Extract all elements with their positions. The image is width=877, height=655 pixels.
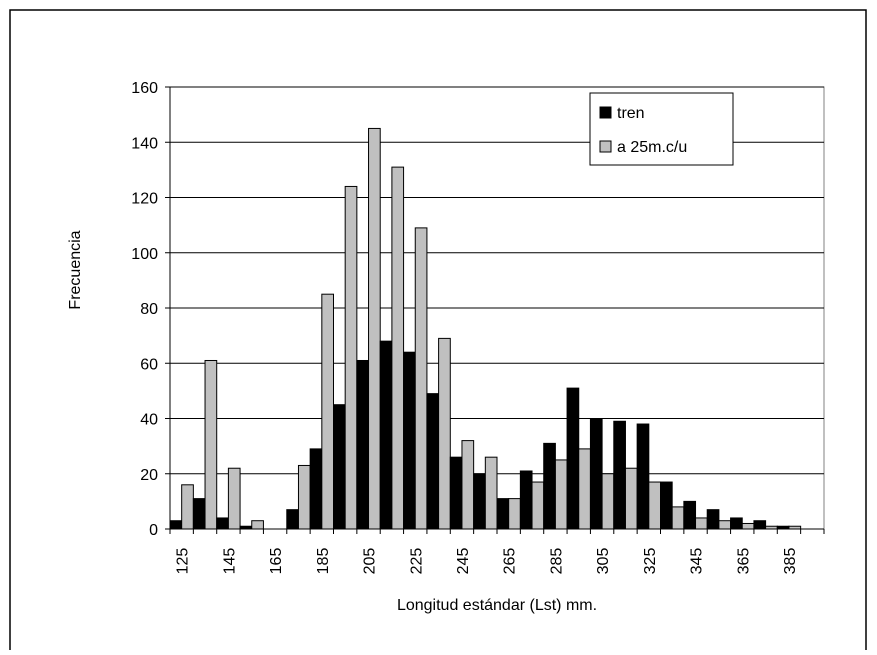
- legend-label: tren: [617, 105, 645, 122]
- bar: [695, 517, 708, 530]
- bar: [251, 520, 264, 530]
- x-tick-label: 165: [268, 548, 285, 575]
- bar: [414, 227, 428, 530]
- x-tick-label: 245: [455, 548, 472, 575]
- bar: [181, 484, 194, 530]
- bar: [438, 337, 451, 530]
- bar: [216, 517, 229, 530]
- y-tick-label: 80: [140, 301, 158, 318]
- x-tick-label: 185: [315, 548, 332, 575]
- y-tick-label: 100: [131, 246, 158, 263]
- x-tick-label: 145: [221, 548, 238, 575]
- bar: [169, 520, 183, 530]
- bar: [531, 481, 545, 530]
- bar: [321, 293, 335, 530]
- bar: [391, 166, 405, 530]
- bar: [309, 448, 323, 530]
- y-tick-label: 120: [131, 191, 158, 208]
- y-tick-label: 40: [140, 412, 158, 429]
- legend-box: [589, 92, 734, 166]
- bar: [379, 340, 393, 530]
- bar: [718, 520, 732, 530]
- bar: [333, 404, 346, 530]
- bar: [227, 467, 241, 530]
- bar: [613, 420, 626, 530]
- bar: [403, 351, 416, 530]
- bar: [636, 423, 650, 530]
- bar: [286, 509, 299, 530]
- bar: [624, 467, 638, 530]
- bar: [449, 456, 463, 530]
- x-axis-title: Longitud estándar (Lst) mm.: [397, 597, 597, 614]
- bar: [508, 498, 521, 530]
- bar: [589, 418, 603, 530]
- bar: [543, 442, 556, 530]
- bar: [426, 393, 440, 530]
- x-tick-label: 285: [548, 548, 565, 575]
- bar: [356, 359, 370, 530]
- bar: [765, 525, 778, 530]
- bar: [578, 448, 591, 530]
- x-tick-label: 265: [502, 548, 519, 575]
- legend-swatch: [599, 140, 612, 153]
- x-tick-label: 125: [175, 548, 192, 575]
- y-tick-label: 0: [149, 522, 158, 539]
- bar: [683, 500, 697, 530]
- bar: [461, 440, 475, 530]
- x-tick-label: 385: [782, 548, 799, 575]
- legend-swatch: [599, 106, 612, 119]
- bar: [239, 525, 253, 530]
- y-axis-title: Frecuencia: [67, 230, 84, 309]
- bar: [753, 520, 767, 530]
- bar: [648, 481, 661, 530]
- bar: [671, 506, 685, 530]
- bar: [601, 473, 615, 530]
- y-tick-label: 160: [131, 80, 158, 97]
- bar: [297, 464, 311, 530]
- bar: [204, 359, 218, 530]
- bar: [192, 498, 206, 530]
- y-tick-label: 20: [140, 467, 158, 484]
- bar: [706, 509, 720, 530]
- bar: [484, 456, 498, 530]
- bar: [368, 127, 381, 530]
- bar: [519, 470, 533, 530]
- bar: [730, 517, 743, 530]
- bar: [566, 387, 580, 530]
- bar: [554, 459, 568, 530]
- legend-label: a 25m.c/u: [617, 139, 687, 156]
- x-tick-label: 305: [595, 548, 612, 575]
- bar: [741, 522, 755, 530]
- y-tick-label: 140: [131, 135, 158, 152]
- x-tick-label: 205: [362, 548, 379, 575]
- x-tick-label: 225: [408, 548, 425, 575]
- bar: [660, 481, 673, 530]
- x-tick-label: 365: [735, 548, 752, 575]
- x-tick-label: 345: [689, 548, 706, 575]
- x-tick-label: 325: [642, 548, 659, 575]
- bar: [344, 185, 358, 530]
- bar: [788, 525, 802, 530]
- bar: [496, 498, 510, 530]
- y-tick-label: 60: [140, 356, 158, 373]
- bar: [473, 473, 486, 530]
- bar: [776, 525, 790, 530]
